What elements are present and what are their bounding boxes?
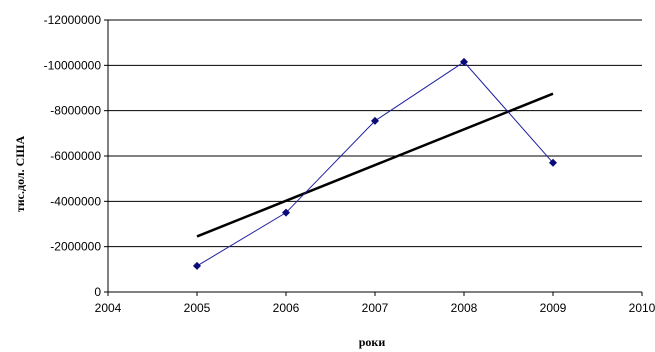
x-tick-label-5: 2009 <box>540 301 567 315</box>
data-point-0-2 <box>371 116 379 125</box>
x-tick-label-3: 2007 <box>362 301 389 315</box>
x-tick-label-4: 2008 <box>451 301 478 315</box>
trendline-layer <box>196 92 554 238</box>
x-tick-label-1: 2005 <box>184 301 211 315</box>
trendline <box>196 92 554 238</box>
data-point-0-0 <box>193 261 201 270</box>
x-tick-label-2: 2006 <box>273 301 300 315</box>
data-point-0-1 <box>282 208 290 217</box>
y-axis-ticks: 0 -2000000 -4000000 -6000000 -8000000 -100000… <box>44 13 108 299</box>
x-axis-ticks: 2004 2005 2006 2007 2008 2009 2010 <box>95 292 655 315</box>
gridlines <box>108 19 642 248</box>
x-tick-label-6: 2010 <box>629 301 655 315</box>
y-tick-label-6: -12000000 <box>44 13 102 27</box>
y-axis-title: тис.дол. США <box>13 136 27 213</box>
y-tick-label-0: 0 <box>94 285 101 299</box>
y-tick-label-3: -6000000 <box>50 149 101 163</box>
y-tick-label-5: -10000000 <box>44 58 102 72</box>
y-tick-label-1: -2000000 <box>50 240 101 254</box>
x-tick-label-0: 2004 <box>95 301 122 315</box>
series-layer <box>193 57 557 270</box>
y-tick-label-2: -4000000 <box>50 194 101 208</box>
y-tick-label-4: -8000000 <box>50 104 101 118</box>
data-point-0-4 <box>549 158 557 167</box>
data-point-0-3 <box>460 57 468 66</box>
x-axis-title: роки <box>359 335 386 349</box>
